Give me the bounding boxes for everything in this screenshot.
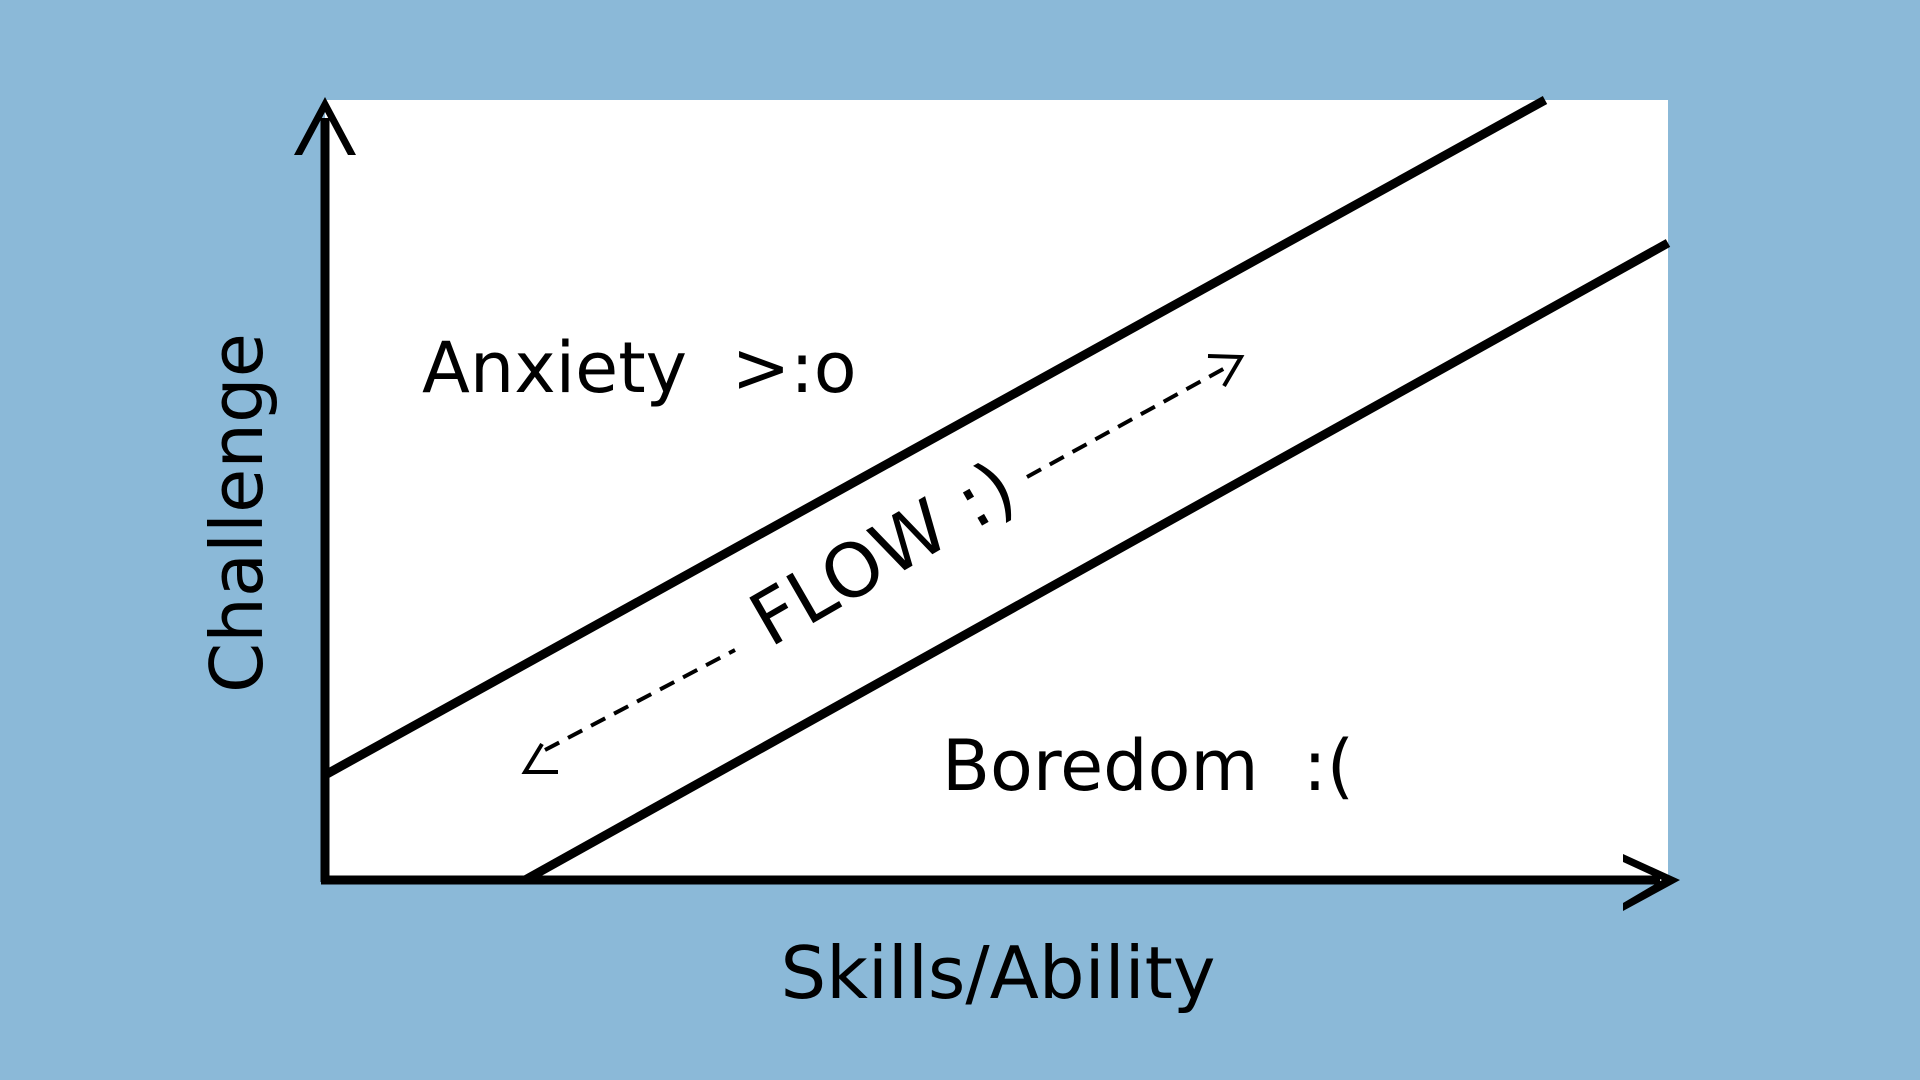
flow-arrow-head-right <box>1207 354 1245 388</box>
upper-flow-boundary <box>322 96 1548 779</box>
flow-arrow-head-left <box>521 742 558 774</box>
flow-arrow-dashes-right <box>1026 366 1226 479</box>
boredom-label: Boredom :( <box>942 725 1354 807</box>
plot-panel <box>325 100 1668 882</box>
y-axis-label: Challenge <box>195 333 279 693</box>
flow-arrow-dashes-left <box>544 648 736 752</box>
y-axis-arrowhead <box>294 97 356 155</box>
x-axis-arrowhead <box>1623 854 1680 911</box>
x-axis-label: Skills/Ability <box>781 931 1216 1015</box>
anxiety-label: Anxiety >:o <box>422 327 857 409</box>
lower-flow-boundary <box>522 239 1671 884</box>
